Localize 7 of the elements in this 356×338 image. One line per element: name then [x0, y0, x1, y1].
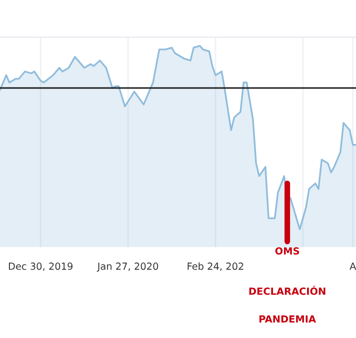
- x-tick-label: Feb 24, 202: [188, 262, 244, 271]
- text: PANDEMIA: [259, 315, 316, 323]
- annotation: OMS: [275, 247, 300, 255]
- x-tick-label: Dec 30, 2019: [8, 262, 73, 271]
- x-tick-label: Jan 27, 2020: [96, 262, 158, 272]
- text: DECLARACIÓN: [249, 286, 326, 295]
- x-tick-label: A: [350, 262, 356, 270]
